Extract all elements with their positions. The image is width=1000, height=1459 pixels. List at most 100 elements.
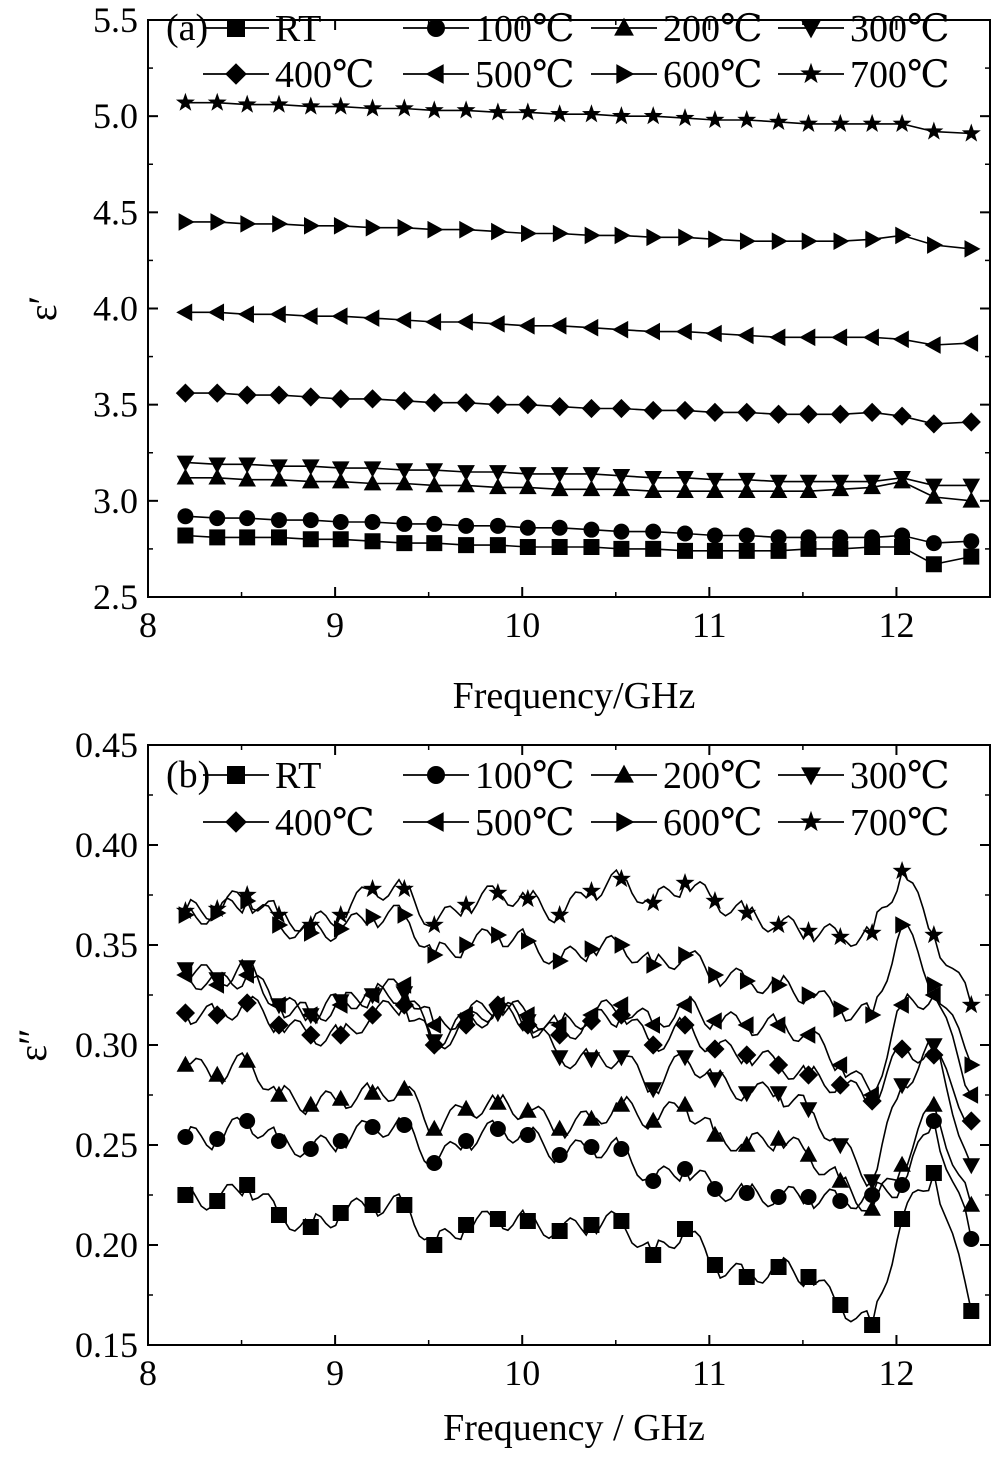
data-point bbox=[550, 317, 567, 335]
data-point bbox=[301, 472, 320, 489]
data-point bbox=[798, 113, 819, 132]
data-point bbox=[769, 474, 788, 491]
data-point bbox=[269, 905, 289, 924]
data-point bbox=[863, 474, 881, 491]
data-point bbox=[612, 469, 631, 486]
data-point bbox=[705, 1012, 722, 1030]
series-star bbox=[175, 92, 981, 142]
data-point bbox=[426, 1155, 443, 1171]
x-tick-label: 8 bbox=[139, 1353, 157, 1393]
data-point bbox=[489, 1121, 506, 1137]
legend-marker bbox=[800, 62, 822, 84]
data-point bbox=[518, 395, 538, 415]
data-point bbox=[769, 915, 789, 934]
legend-marker bbox=[614, 764, 634, 783]
legend-marker bbox=[801, 767, 821, 786]
data-point bbox=[768, 1055, 789, 1075]
data-point bbox=[238, 1051, 256, 1068]
x-tick-label: 10 bbox=[504, 605, 540, 645]
data-point bbox=[519, 1101, 537, 1118]
data-point bbox=[364, 1197, 381, 1213]
legend-marker bbox=[225, 811, 247, 833]
chart-panel-a: 8 9 10 11 12 2.5 3.0 3.5 4.0 4.5 5.0 5.5 Frequency/G… bbox=[20, 0, 991, 717]
legend-entry: 500℃ bbox=[403, 802, 575, 844]
series-line bbox=[184, 995, 972, 1122]
data-point bbox=[964, 1056, 981, 1074]
data-point bbox=[207, 1005, 227, 1025]
data-point bbox=[458, 517, 475, 534]
legend-entry: 400℃ bbox=[203, 802, 375, 844]
data-point bbox=[395, 976, 412, 994]
data-point bbox=[491, 222, 508, 241]
data-point bbox=[799, 1145, 818, 1162]
legend-marker bbox=[225, 63, 247, 85]
data-point bbox=[550, 905, 570, 924]
legend-label: 700℃ bbox=[850, 802, 950, 844]
data-point bbox=[519, 1127, 536, 1143]
data-point bbox=[209, 1131, 226, 1147]
legend-label: 100℃ bbox=[475, 8, 575, 50]
data-point bbox=[895, 226, 912, 245]
data-point bbox=[737, 482, 756, 499]
data-point bbox=[924, 121, 944, 140]
data-point bbox=[925, 1095, 943, 1112]
data-point bbox=[395, 311, 412, 329]
data-point bbox=[894, 527, 911, 544]
data-point bbox=[706, 1125, 724, 1142]
legend-label: 200℃ bbox=[663, 755, 763, 797]
data-point bbox=[832, 1297, 849, 1313]
data-point bbox=[771, 232, 788, 250]
data-point bbox=[269, 305, 286, 324]
data-point bbox=[332, 513, 349, 530]
data-point bbox=[737, 326, 754, 345]
data-point bbox=[613, 1213, 630, 1229]
data-point bbox=[738, 1269, 755, 1285]
data-point bbox=[518, 317, 535, 335]
data-point bbox=[363, 98, 383, 117]
data-point bbox=[676, 1095, 694, 1112]
data-point bbox=[582, 1006, 599, 1024]
data-point bbox=[862, 923, 882, 942]
data-point bbox=[301, 1006, 318, 1024]
legend-label: 600℃ bbox=[663, 54, 763, 96]
data-point bbox=[831, 328, 848, 347]
data-point bbox=[678, 946, 695, 964]
data-point bbox=[488, 102, 508, 121]
data-point bbox=[864, 1317, 881, 1333]
data-point bbox=[301, 1095, 320, 1112]
data-point bbox=[582, 318, 599, 337]
data-point bbox=[364, 533, 381, 550]
data-point bbox=[613, 1141, 630, 1157]
data-point bbox=[581, 104, 601, 123]
series-line bbox=[184, 868, 973, 1006]
data-point bbox=[799, 1026, 816, 1044]
series-square bbox=[177, 527, 980, 573]
data-point bbox=[238, 960, 256, 977]
data-point bbox=[963, 1303, 980, 1319]
data-point bbox=[646, 956, 663, 974]
data-point bbox=[925, 556, 942, 573]
data-point bbox=[239, 510, 256, 527]
data-point bbox=[208, 303, 225, 322]
data-point bbox=[613, 523, 630, 540]
data-point bbox=[237, 885, 257, 904]
data-point bbox=[397, 218, 414, 237]
data-point bbox=[303, 216, 320, 235]
data-point bbox=[677, 1221, 694, 1237]
data-point bbox=[831, 474, 850, 491]
data-point bbox=[644, 482, 662, 499]
data-point bbox=[269, 996, 286, 1014]
data-point bbox=[302, 1219, 319, 1235]
data-point bbox=[550, 1050, 569, 1067]
data-point bbox=[925, 478, 943, 495]
data-point bbox=[456, 1006, 473, 1024]
legend-entry: 100℃ bbox=[403, 755, 575, 797]
data-point bbox=[207, 92, 227, 111]
series-line bbox=[185, 101, 972, 135]
data-point bbox=[892, 861, 912, 880]
legend-marker bbox=[425, 64, 444, 84]
data-point bbox=[424, 915, 444, 934]
data-point bbox=[240, 215, 257, 233]
data-point bbox=[963, 1231, 980, 1247]
data-point bbox=[737, 472, 756, 489]
